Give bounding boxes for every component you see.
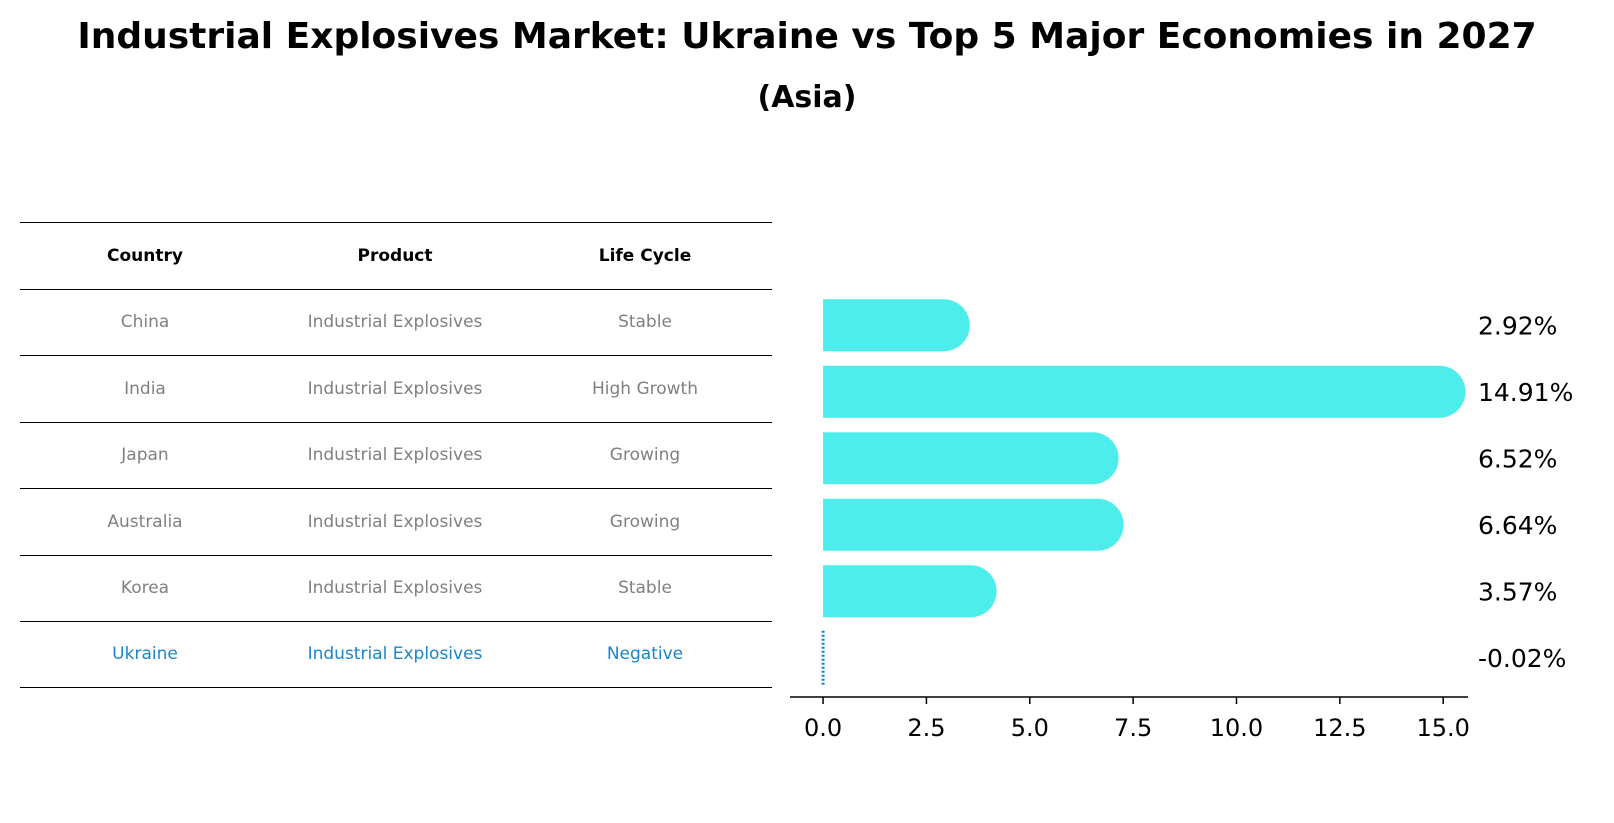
- x-tick-label: 7.5: [1114, 714, 1152, 742]
- cell-product: Industrial Explosives: [307, 511, 483, 532]
- cell-country: Ukraine: [112, 644, 178, 665]
- chart-title: Industrial Explosives Market: Ukraine vs…: [77, 16, 1537, 57]
- bar-korea: [823, 565, 997, 618]
- cell-life-cycle: High Growth: [591, 378, 698, 399]
- value-label: 6.64%: [1478, 511, 1557, 540]
- value-label: -0.02%: [1478, 644, 1566, 673]
- table-row: Australia Industrial Explosives Growing: [20, 488, 772, 555]
- cell-product: Industrial Explosives: [307, 312, 483, 333]
- x-tick-label: 2.5: [907, 714, 945, 742]
- cell-country: Australia: [107, 511, 183, 532]
- value-label: 14.91%: [1478, 378, 1573, 407]
- header-country: Country: [107, 245, 183, 266]
- cell-life-cycle: Stable: [618, 312, 672, 333]
- value-label: 2.92%: [1478, 311, 1557, 340]
- cell-life-cycle: Negative: [606, 644, 684, 665]
- value-label: 6.52%: [1478, 444, 1557, 473]
- bar-australia: [823, 498, 1124, 551]
- x-tick-label: 10.0: [1210, 714, 1263, 742]
- cell-life-cycle: Growing: [609, 511, 681, 532]
- header-life-cycle: Life Cycle: [598, 245, 692, 266]
- bar-japan: [823, 432, 1119, 485]
- table-row: Japan Industrial Explosives Growing: [20, 421, 772, 489]
- cell-country: Japan: [121, 445, 169, 466]
- market-table: Country Product Life Cycle China Industr…: [20, 222, 772, 688]
- header-product: Product: [357, 245, 433, 266]
- x-tick-label: 0.0: [804, 714, 842, 742]
- cell-product: Industrial Explosives: [307, 644, 483, 665]
- chart-subtitle: (Asia): [757, 80, 857, 115]
- table-row: Korea Industrial Explosives Stable: [20, 554, 772, 622]
- cell-life-cycle: Growing: [609, 445, 681, 466]
- table-row-highlighted: Ukraine Industrial Explosives Negative: [20, 621, 772, 688]
- x-tick-label: 5.0: [1011, 714, 1049, 742]
- cell-life-cycle: Stable: [618, 578, 672, 599]
- bar-china: [823, 299, 970, 352]
- cell-country: China: [120, 312, 170, 333]
- cell-country: India: [124, 378, 166, 399]
- x-tick-label: 12.5: [1313, 714, 1366, 742]
- cell-product: Industrial Explosives: [307, 445, 483, 466]
- value-label: 3.57%: [1478, 577, 1557, 606]
- cell-country: Korea: [120, 578, 170, 599]
- table-row: China Industrial Explosives Stable: [20, 288, 772, 356]
- cell-product: Industrial Explosives: [307, 578, 483, 599]
- table-row: India Industrial Explosives High Growth: [20, 355, 772, 422]
- x-tick-label: 15.0: [1416, 714, 1469, 742]
- bar-india: [823, 365, 1466, 418]
- table-header-row: Country Product Life Cycle: [20, 222, 772, 289]
- cell-product: Industrial Explosives: [307, 378, 483, 399]
